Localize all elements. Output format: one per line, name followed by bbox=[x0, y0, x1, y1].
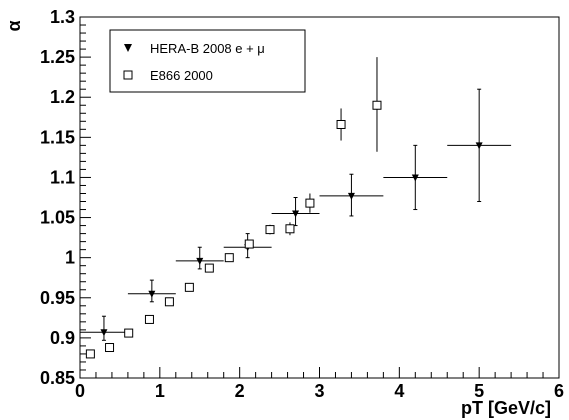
e866-point bbox=[204, 263, 214, 273]
herab-point bbox=[347, 192, 355, 200]
e866-point bbox=[265, 225, 275, 235]
y-tick-label: 1.1 bbox=[50, 167, 75, 187]
herab-point bbox=[475, 142, 483, 150]
herab-point bbox=[411, 174, 419, 182]
x-axis-label: pT [GeV/c] bbox=[461, 398, 551, 418]
x-tick-label: 4 bbox=[394, 381, 404, 401]
e866-point bbox=[105, 343, 115, 353]
legend-square-marker bbox=[123, 70, 133, 80]
y-tick-label: 0.9 bbox=[50, 328, 75, 348]
y-tick-label: 1 bbox=[65, 248, 75, 268]
e866-point bbox=[285, 224, 295, 234]
y-tick-label: 1.05 bbox=[40, 208, 75, 228]
y-tick-label: 1.15 bbox=[40, 127, 75, 147]
e866-point bbox=[224, 253, 234, 263]
e866-point bbox=[244, 239, 254, 249]
herab-point bbox=[196, 257, 204, 265]
legend-label-e866: E866 2000 bbox=[150, 68, 213, 83]
e866-point bbox=[164, 297, 174, 307]
legend: HERA-B 2008 e + μ E866 2000 bbox=[109, 29, 306, 93]
axis-ticks bbox=[79, 16, 560, 379]
x-tick-label: 3 bbox=[314, 381, 324, 401]
x-tick-label: 5 bbox=[474, 381, 484, 401]
legend-label-herab: HERA-B 2008 e + μ bbox=[150, 41, 265, 56]
y-axis-label: α bbox=[4, 20, 24, 31]
legend-triangle-marker bbox=[124, 44, 132, 52]
e866-point bbox=[336, 119, 346, 129]
x-tick-label: 0 bbox=[75, 381, 85, 401]
x-tick-label: 1 bbox=[155, 381, 165, 401]
x-tick-label: 2 bbox=[235, 381, 245, 401]
tick-labels: 0 1 2 3 4 5 6 0.85 0.9 0.95 1 1.05 1.1 1.15 1.2 1.25 1.3 bbox=[40, 7, 564, 401]
y-tick-label: 1.3 bbox=[50, 7, 75, 27]
e866-point bbox=[85, 349, 95, 359]
e866-point bbox=[305, 198, 315, 208]
legend-box bbox=[109, 29, 306, 93]
x-tick-label: 6 bbox=[554, 381, 564, 401]
y-tick-label: 1.2 bbox=[50, 87, 75, 107]
herab-point bbox=[292, 210, 300, 218]
e866-point bbox=[124, 328, 134, 338]
e866-point bbox=[372, 100, 382, 110]
y-tick-label: 0.95 bbox=[40, 288, 75, 308]
e866-point bbox=[144, 314, 154, 324]
herab-point bbox=[148, 290, 156, 298]
e866-point bbox=[184, 282, 194, 292]
data-markers bbox=[80, 57, 512, 359]
y-tick-label: 0.85 bbox=[40, 368, 75, 388]
herab-point bbox=[100, 329, 108, 337]
y-tick-label: 1.25 bbox=[40, 47, 75, 67]
